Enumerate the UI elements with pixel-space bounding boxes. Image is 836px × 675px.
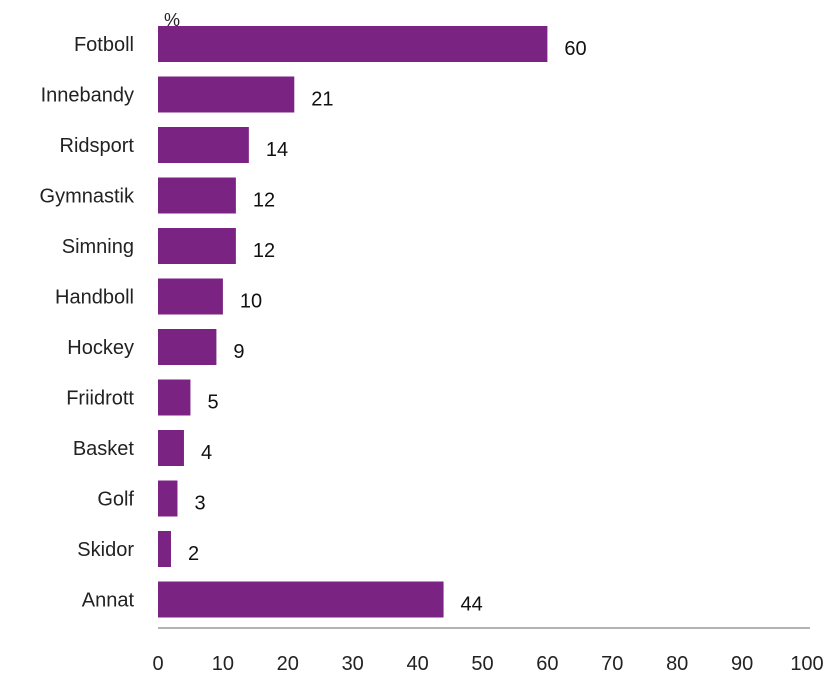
x-tick-label-30: 30: [342, 653, 364, 675]
category-label-annat: Annat: [82, 590, 135, 612]
bar-handboll: [158, 278, 223, 315]
value-labels-group: 60 21 14 12 12 10 9 5 4 3 2 44: [188, 38, 587, 616]
value-label-innebandy: 21: [311, 89, 333, 111]
x-tick-label-70: 70: [601, 653, 623, 675]
value-label-gymnastik: 12: [253, 190, 275, 212]
bar-simning: [158, 228, 236, 264]
category-labels-group: Fotboll Innebandy Ridsport Gymnastik Simning…: [40, 34, 135, 612]
x-tick-label-90: 90: [731, 653, 753, 675]
category-label-handboll: Handboll: [55, 287, 134, 309]
bar-gymnastik: [158, 177, 236, 214]
value-label-hockey: 9: [233, 341, 244, 363]
bar-hockey: [158, 329, 217, 365]
x-tick-label-10: 10: [212, 653, 234, 675]
value-label-friidrott: 5: [207, 392, 218, 414]
value-label-fotboll: 60: [564, 38, 586, 60]
category-label-hockey: Hockey: [67, 337, 134, 359]
bar-basket: [158, 430, 184, 466]
x-tick-label-20: 20: [277, 653, 299, 675]
bars-group: [158, 26, 548, 618]
x-tick-label-0: 0: [152, 653, 163, 675]
x-tick-label-50: 50: [471, 653, 493, 675]
value-label-golf: 3: [194, 493, 205, 515]
bar-golf: [158, 480, 178, 517]
value-label-simning: 12: [253, 240, 275, 262]
bar-friidrott: [158, 379, 191, 416]
category-label-golf: Golf: [97, 489, 134, 511]
x-tick-label-40: 40: [406, 653, 428, 675]
category-label-gymnastik: Gymnastik: [40, 186, 135, 208]
bar-innebandy: [158, 76, 295, 113]
bar-ridsport: [158, 127, 249, 163]
x-tick-labels-group: 0 10 20 30 40 50 60 70 80 90 100: [152, 653, 823, 675]
category-label-ridsport: Ridsport: [60, 135, 135, 157]
value-label-handboll: 10: [240, 291, 262, 313]
bar-skidor: [158, 531, 171, 567]
category-label-basket: Basket: [73, 438, 135, 460]
value-label-ridsport: 14: [266, 139, 288, 161]
bar-fotboll: [158, 26, 548, 62]
category-label-innebandy: Innebandy: [41, 85, 134, 107]
category-label-simning: Simning: [62, 236, 134, 258]
x-tick-label-80: 80: [666, 653, 688, 675]
category-label-friidrott: Friidrott: [66, 388, 134, 410]
unit-label: %: [164, 10, 180, 30]
category-label-fotboll: Fotboll: [74, 34, 134, 56]
bar-annat: [158, 581, 444, 618]
value-label-skidor: 2: [188, 543, 199, 565]
value-label-annat: 44: [461, 594, 483, 616]
category-label-skidor: Skidor: [77, 539, 134, 561]
value-label-basket: 4: [201, 442, 212, 464]
x-tick-label-60: 60: [536, 653, 558, 675]
x-tick-label-100: 100: [790, 653, 823, 675]
